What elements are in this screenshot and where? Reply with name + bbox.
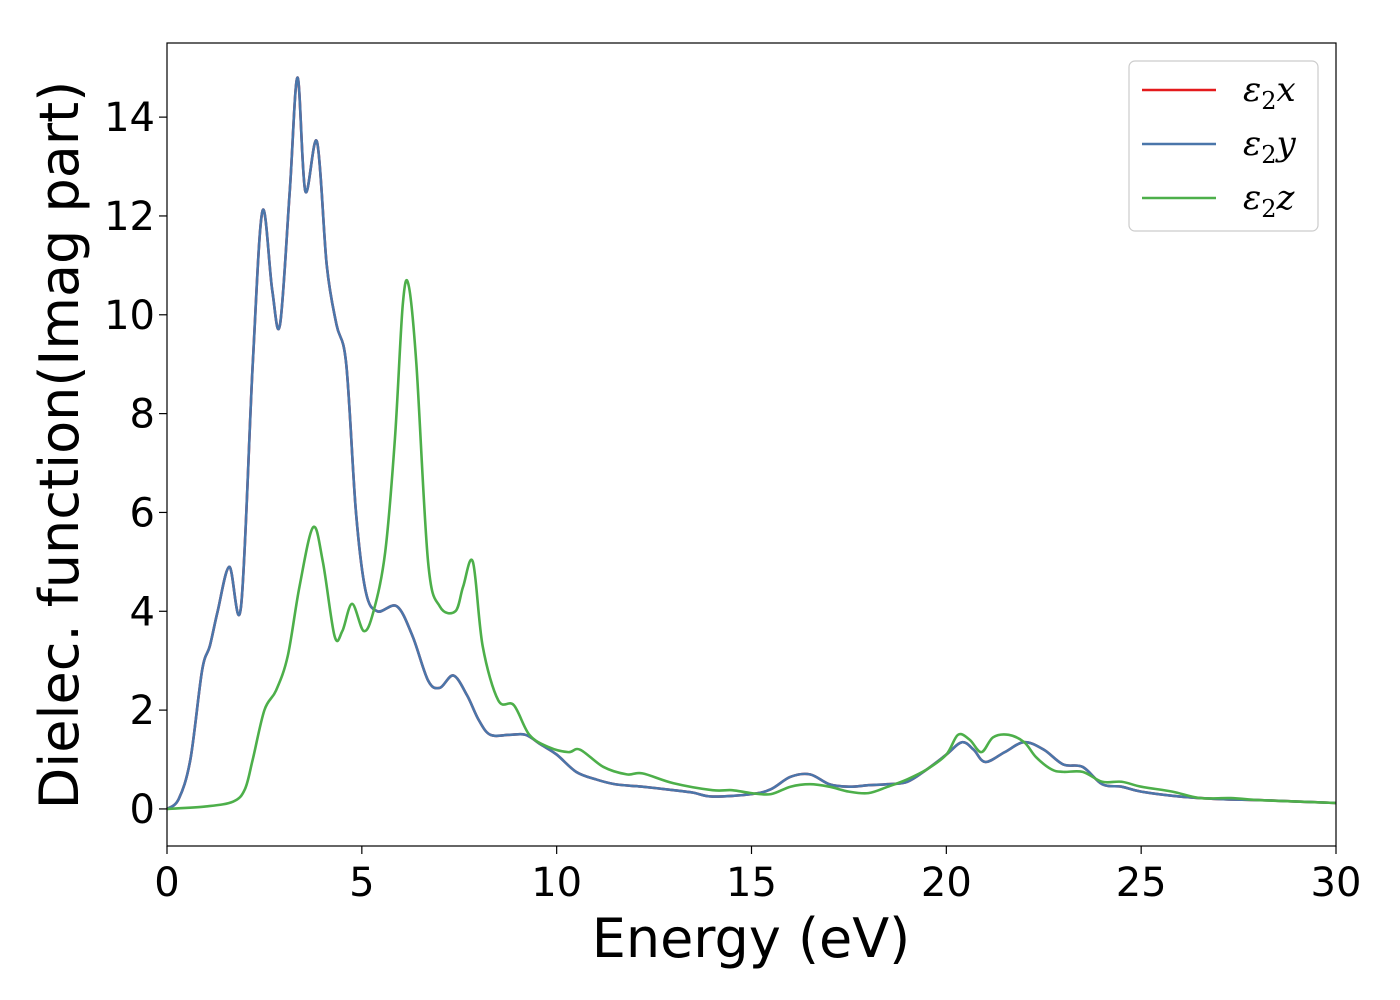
series-line-z: [166, 279, 1337, 811]
y-tick-label: 2: [130, 688, 155, 734]
x-tick-label: 5: [349, 860, 374, 906]
x-tick-label: 25: [1116, 860, 1167, 906]
x-tick-label: 30: [1311, 860, 1362, 906]
y-tick-label: 10: [104, 293, 155, 339]
legend-label-z: ε2z: [1243, 178, 1296, 223]
x-axis-label: Energy (eV): [592, 907, 911, 970]
x-tick-label: 15: [726, 860, 777, 906]
x-tick-label: 20: [921, 860, 972, 906]
y-tick-label: 12: [104, 194, 155, 240]
series-layer: [166, 76, 1337, 811]
legend-label-y: ε2y: [1243, 124, 1297, 169]
y-tick-label: 4: [130, 589, 155, 635]
y-axis-label: Dielec. function(Imag part): [28, 81, 91, 810]
y-tick-label: 14: [104, 95, 155, 141]
y-tick-label: 0: [130, 787, 155, 833]
x-axis: 0 5 10 15 20 25 30: [154, 846, 1361, 906]
legend: ε2x ε2y ε2z: [1128, 60, 1319, 232]
legend-box: [1128, 60, 1319, 232]
y-tick-label: 8: [130, 392, 155, 438]
y-axis: 0 2 4 6 8 10 12 14: [104, 95, 167, 833]
y-tick-label: 6: [130, 490, 155, 536]
x-tick-label: 0: [154, 860, 179, 906]
legend-label-x: ε2x: [1243, 70, 1296, 115]
x-tick-label: 10: [531, 860, 582, 906]
